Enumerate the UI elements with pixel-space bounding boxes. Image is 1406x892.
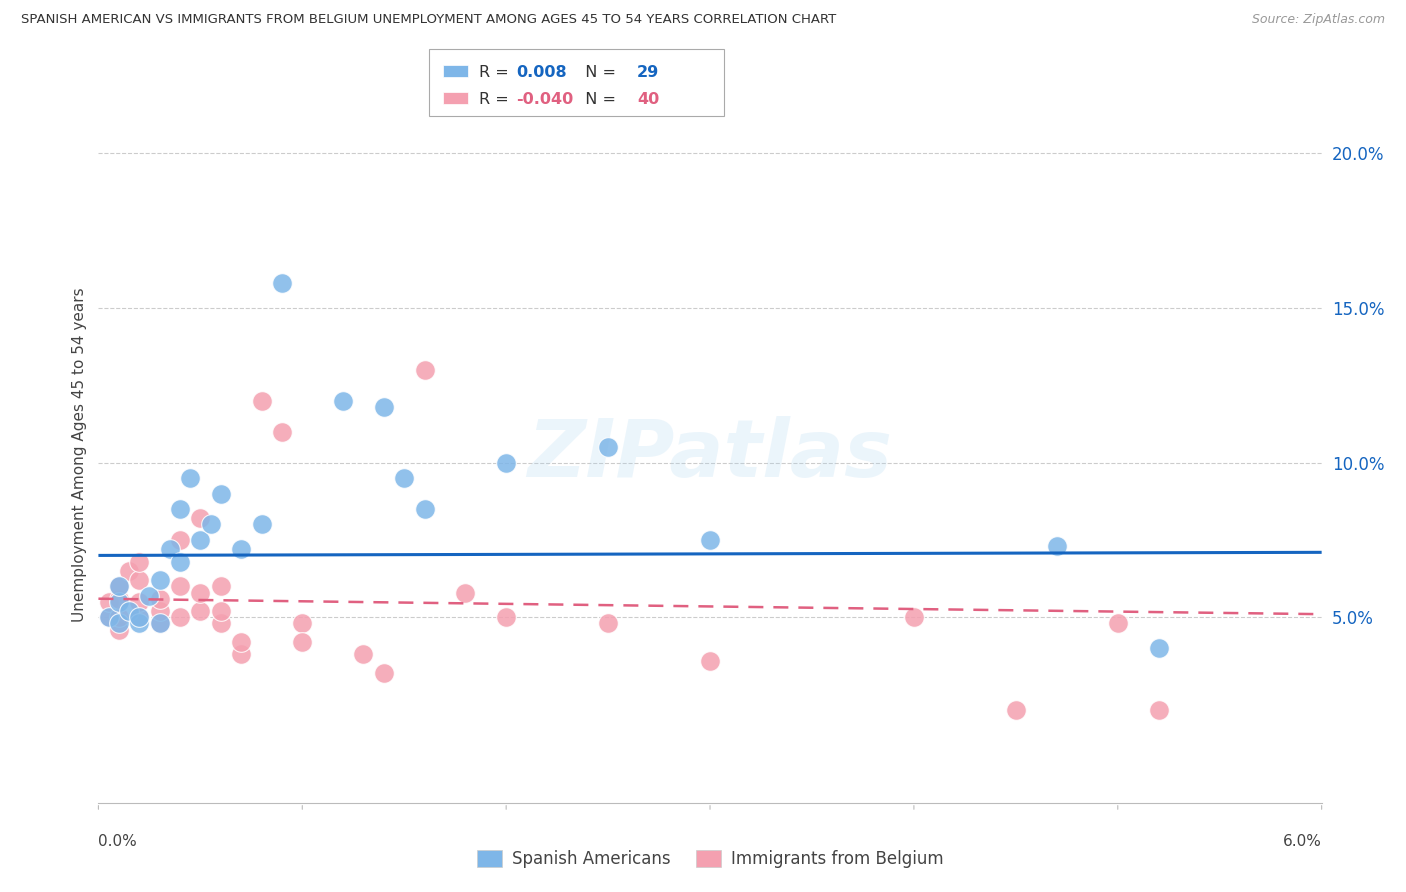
Point: [97, 610, 120, 624]
Point: [1147, 641, 1170, 656]
Point: [108, 616, 131, 631]
Text: 29: 29: [637, 65, 659, 80]
Point: [250, 393, 273, 408]
Point: [97, 595, 120, 609]
Point: [209, 579, 232, 593]
Point: [231, 542, 253, 557]
Point: [97, 610, 120, 624]
Point: [270, 425, 292, 439]
Point: [169, 502, 191, 516]
Point: [200, 517, 222, 532]
Text: Source: ZipAtlas.com: Source: ZipAtlas.com: [1251, 13, 1385, 27]
Text: R =: R =: [479, 92, 515, 107]
Point: [495, 456, 517, 470]
Point: [250, 517, 273, 532]
Point: [188, 604, 212, 618]
Point: [128, 595, 150, 609]
Point: [1045, 539, 1069, 553]
Text: -0.040: -0.040: [516, 92, 574, 107]
Text: 6.0%: 6.0%: [1282, 834, 1322, 849]
Point: [149, 591, 172, 606]
Point: [291, 616, 314, 631]
Point: [231, 648, 253, 662]
Point: [169, 533, 191, 547]
Point: [454, 585, 477, 599]
Point: [169, 555, 191, 569]
Y-axis label: Unemployment Among Ages 45 to 54 years: Unemployment Among Ages 45 to 54 years: [72, 287, 87, 623]
Point: [138, 589, 160, 603]
Point: [188, 511, 212, 525]
Text: 0.008: 0.008: [516, 65, 567, 80]
Point: [1107, 616, 1129, 631]
Text: SPANISH AMERICAN VS IMMIGRANTS FROM BELGIUM UNEMPLOYMENT AMONG AGES 45 TO 54 YEA: SPANISH AMERICAN VS IMMIGRANTS FROM BELG…: [21, 13, 837, 27]
Legend: Spanish Americans, Immigrants from Belgium: Spanish Americans, Immigrants from Belgi…: [470, 843, 950, 874]
Text: 0.0%: 0.0%: [98, 834, 138, 849]
Point: [128, 573, 150, 587]
Point: [413, 502, 436, 516]
Point: [209, 604, 232, 618]
Point: [169, 579, 191, 593]
Point: [149, 604, 172, 618]
Point: [128, 616, 150, 631]
Point: [128, 610, 150, 624]
Point: [159, 542, 181, 557]
Point: [903, 610, 925, 624]
Point: [128, 610, 150, 624]
Point: [373, 665, 395, 680]
Point: [118, 564, 141, 578]
Point: [179, 471, 201, 485]
Point: [1147, 703, 1170, 717]
Point: [149, 573, 172, 587]
Text: 40: 40: [637, 92, 659, 107]
Point: [118, 604, 141, 618]
Point: [699, 654, 721, 668]
Point: [108, 579, 131, 593]
Point: [108, 579, 131, 593]
Text: N =: N =: [575, 92, 621, 107]
Point: [149, 616, 172, 631]
Point: [209, 486, 232, 500]
Point: [495, 610, 517, 624]
Text: R =: R =: [479, 65, 515, 80]
Point: [392, 471, 416, 485]
Point: [128, 555, 150, 569]
Point: [373, 400, 395, 414]
Point: [598, 440, 620, 454]
Point: [699, 533, 721, 547]
Point: [169, 610, 191, 624]
Point: [1004, 703, 1026, 717]
Point: [108, 610, 131, 624]
Point: [188, 585, 212, 599]
Text: ZIPatlas: ZIPatlas: [527, 416, 893, 494]
Point: [108, 595, 131, 609]
Point: [231, 635, 253, 649]
Point: [149, 616, 172, 631]
Point: [413, 363, 436, 377]
Point: [332, 393, 354, 408]
Text: N =: N =: [575, 65, 621, 80]
Point: [108, 591, 131, 606]
Point: [188, 533, 212, 547]
Point: [270, 277, 292, 291]
Point: [209, 616, 232, 631]
Point: [352, 648, 374, 662]
Point: [108, 623, 131, 637]
Point: [598, 616, 620, 631]
Point: [291, 635, 314, 649]
